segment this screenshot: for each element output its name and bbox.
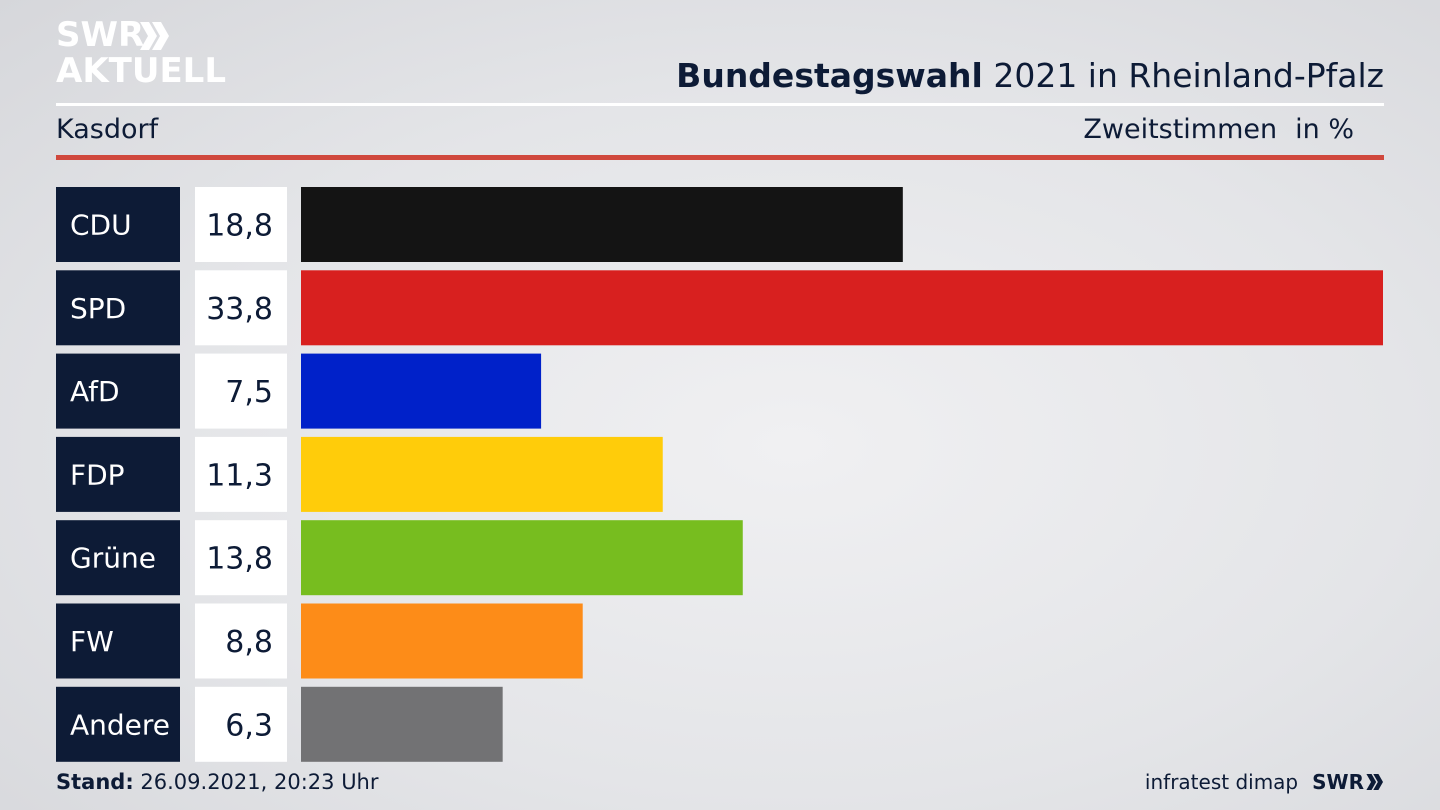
party-name: FW <box>70 625 114 658</box>
bar-row-cdu: CDU 18,8 <box>56 187 903 262</box>
stand-label: Stand: <box>56 770 134 794</box>
value-box <box>195 436 287 512</box>
value-label: 6,3 <box>225 708 273 743</box>
party-name: Andere <box>70 708 170 741</box>
bar <box>301 686 503 762</box>
bar <box>301 270 1383 346</box>
bar <box>301 187 903 262</box>
value-box <box>195 353 287 429</box>
source-name: infratest dimap <box>1144 770 1299 794</box>
bar <box>301 436 663 512</box>
page-title: Bundestagswahl 2021 in Rheinland-Pfalz <box>676 56 1384 95</box>
party-name: SPD <box>70 292 126 325</box>
party-name: CDU <box>70 209 132 242</box>
value-box <box>195 686 287 762</box>
place-name: Kasdorf <box>56 114 159 145</box>
party-label-box <box>56 187 180 262</box>
timestamp: Stand: 26.09.2021, 20:23 Uhr <box>56 770 379 794</box>
vote-type-label: Zweitstimmen in % <box>1083 114 1354 145</box>
value-label: 7,5 <box>225 375 273 410</box>
value-box <box>195 603 287 679</box>
bar-row-spd: SPD 33,8 <box>56 270 1383 346</box>
header-divider <box>56 103 1384 106</box>
party-label-box <box>56 603 180 679</box>
footer-brand: SWR <box>1312 770 1364 794</box>
vote-type: Zweitstimmen <box>1083 114 1278 145</box>
party-label-box <box>56 353 180 429</box>
bar-row-fw: FW 8,8 <box>56 603 583 679</box>
value-label: 13,8 <box>206 542 273 577</box>
value-box <box>195 270 287 346</box>
logo-text-aktuell: AKTUELL <box>56 51 227 91</box>
party-name: Grüne <box>70 542 156 575</box>
bar <box>301 520 743 596</box>
value-box <box>195 187 287 262</box>
bar-row-andere: Andere 6,3 <box>56 686 503 762</box>
bar-row-grüne: Grüne 13,8 <box>56 520 743 596</box>
chevron-double-icon-small <box>1366 774 1383 790</box>
value-label: 11,3 <box>206 458 273 493</box>
source-credit: infratest dimap SWR <box>1145 770 1384 794</box>
logo-text-swr: SWR <box>56 15 145 55</box>
party-label-box <box>56 270 180 346</box>
value-label: 33,8 <box>206 292 273 327</box>
title-rest: 2021 in Rheinland-Pfalz <box>993 56 1384 95</box>
party-label-box <box>56 520 180 596</box>
unit-label: in % <box>1295 114 1354 145</box>
party-label-box <box>56 436 180 512</box>
party-label-box <box>56 686 180 762</box>
party-name: AfD <box>70 375 120 408</box>
bar-row-fdp: FDP 11,3 <box>56 436 663 512</box>
bar <box>301 603 583 679</box>
value-label: 8,8 <box>225 625 273 660</box>
title-bold: Bundestagswahl <box>676 56 983 95</box>
chevron-double-icon <box>140 22 169 50</box>
stand-value: 26.09.2021, 20:23 Uhr <box>140 770 379 794</box>
value-box <box>195 520 287 596</box>
party-name: FDP <box>70 458 125 491</box>
swr-aktuell-logo: SWR AKTUELL <box>56 18 226 90</box>
bar-row-afd: AfD 7,5 <box>56 353 542 429</box>
value-label: 18,8 <box>206 209 273 244</box>
bar <box>301 353 542 429</box>
accent-divider <box>56 155 1384 160</box>
